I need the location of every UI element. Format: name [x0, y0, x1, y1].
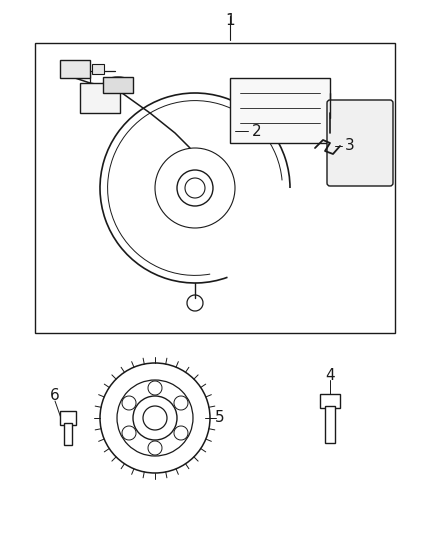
Bar: [64, 423, 72, 445]
Text: 2: 2: [252, 124, 261, 139]
Text: 4: 4: [325, 367, 335, 383]
FancyBboxPatch shape: [327, 100, 393, 186]
Text: 6: 6: [50, 387, 60, 402]
Bar: [80, 83, 120, 113]
Bar: [230, 78, 330, 143]
Text: 3: 3: [345, 139, 355, 154]
Bar: [320, 394, 340, 408]
Bar: [92, 64, 104, 74]
Bar: [325, 406, 335, 443]
Text: 5: 5: [215, 410, 225, 425]
Bar: [60, 411, 76, 425]
Bar: [35, 43, 395, 333]
Text: 1: 1: [225, 13, 235, 28]
Bar: [60, 60, 90, 78]
Bar: [103, 77, 133, 93]
